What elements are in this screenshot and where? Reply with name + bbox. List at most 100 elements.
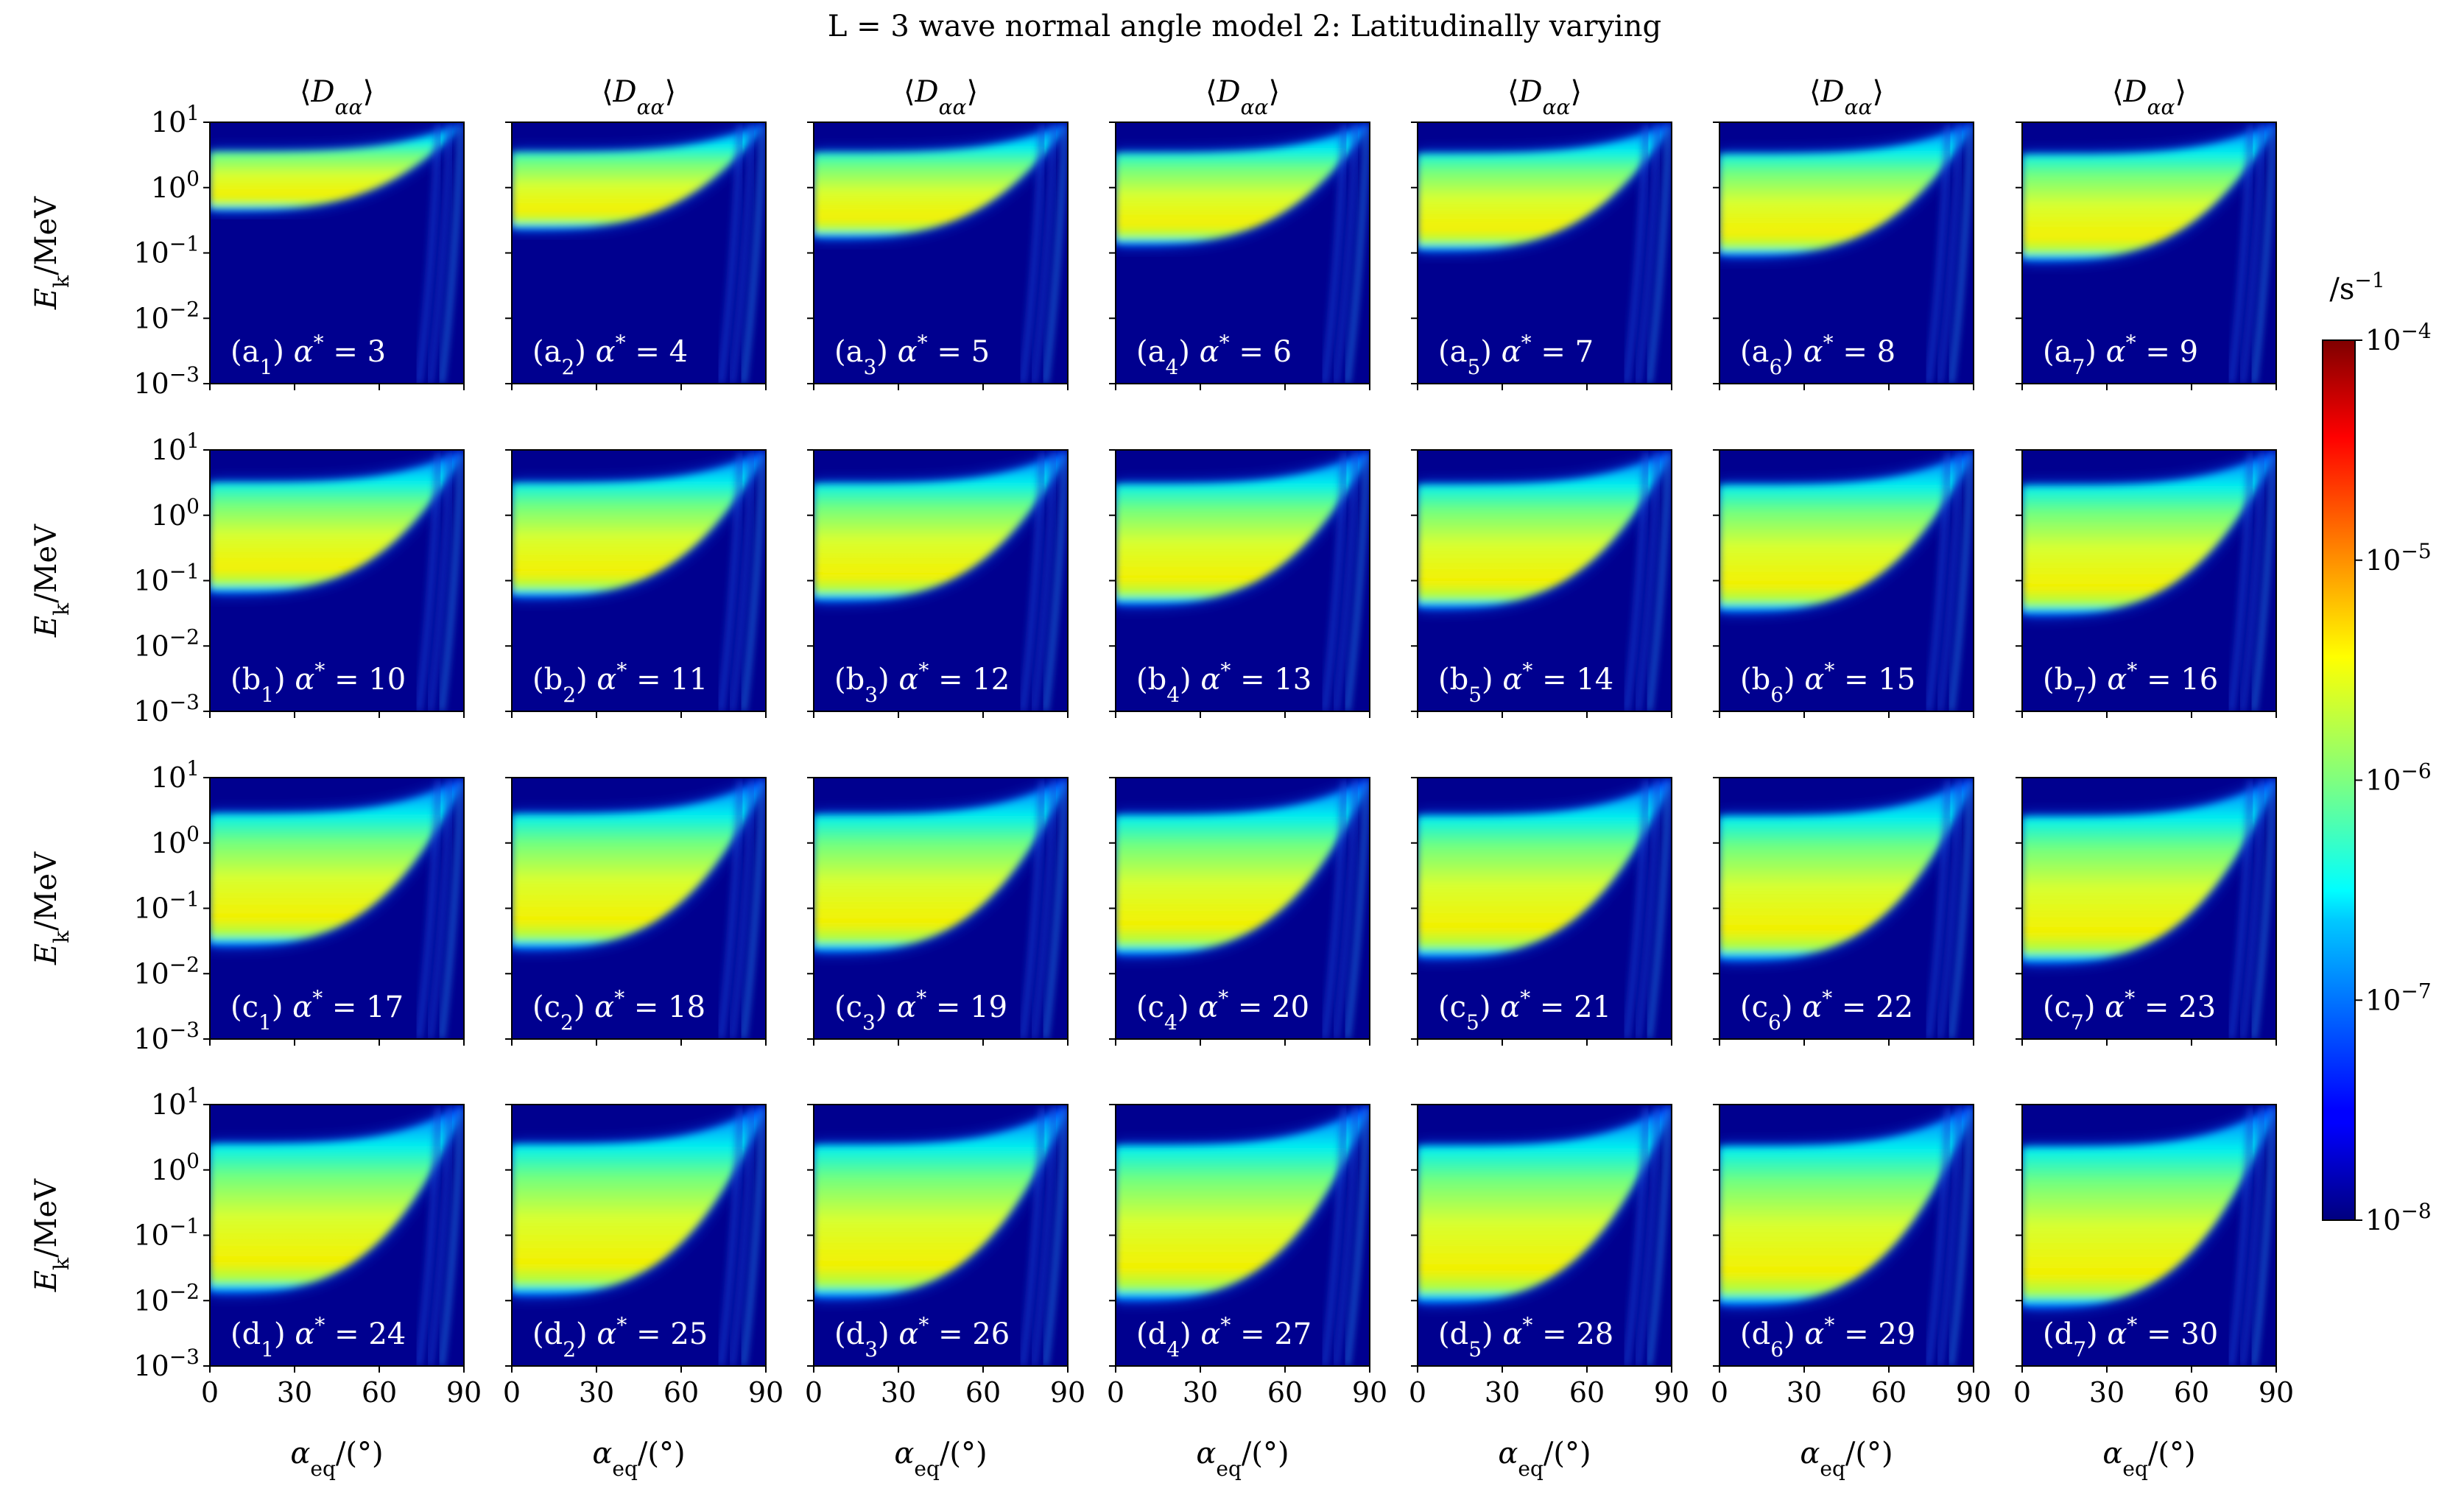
panel-heatmap [512,1105,766,1366]
band-core [2022,122,2276,261]
band-core [210,1105,464,1293]
x-tick-label: 0 [1107,1376,1124,1409]
band-core [2022,450,2276,615]
y-tick-label: 10−3 [133,690,200,728]
x-tick-label: 30 [1183,1376,1218,1409]
panel-c7: (c7) α* = 23 [2016,777,2277,1046]
x-axis-label: αeq/(°) [1800,1437,1893,1481]
x-tick-label: 60 [1267,1376,1303,1409]
resonance-streak [1322,780,1347,1039]
panel-d7: 0 30 60 90 (d7) α* = 30 αeq/(°) [2013,1104,2294,1481]
resonance-streak [718,780,743,1039]
panel-heatmap [1418,1105,1672,1366]
band-core [814,1105,1068,1297]
x-tick-label: 0 [201,1376,219,1409]
panel-heatmap [512,122,766,384]
resonance-streak [1624,1107,1649,1366]
resonance-streak [1345,1107,1369,1366]
resonance-streak [2228,780,2253,1039]
panel-a5: (a5) α* = 7 ⟨Dαα⟩ [1411,75,1672,390]
resonance-streak [1322,124,1347,384]
panel-label: (b7) α* = 16 [2043,658,2218,707]
colorbar-tick-label: 10−5 [2365,538,2432,577]
panel-c6: (c6) α* = 22 [1713,777,1974,1046]
x-tick-label: 0 [2013,1376,2031,1409]
panel-label: (d1) α* = 24 [230,1313,406,1362]
band-core [210,778,464,946]
resonance-streak [1624,124,1649,384]
column-title: ⟨Dαα⟩ [2112,75,2186,119]
resonance-streak [1334,124,1358,384]
colorbar: /s−1 10−4 10−5 10−6 10−7 10−8 [2322,268,2432,1236]
resonance-streak [1926,780,1951,1039]
resonance-streak [439,452,463,711]
band-core [1418,1105,1672,1303]
resonance-streak [2251,1107,2275,1366]
resonance-streak [718,124,743,384]
panel-label: (c7) α* = 23 [2043,986,2216,1035]
panel-c2: (c2) α* = 18 [505,777,767,1046]
resonance-streak [1020,124,1045,384]
resonance-streak [1032,124,1056,384]
panel-heatmap [1116,778,1370,1039]
panel-label: (a2) α* = 4 [532,331,688,379]
resonance-streak [1043,780,1067,1039]
resonance-streak [1647,452,1671,711]
band-core [1719,450,1974,612]
panel-label: (a6) α* = 8 [1740,331,1895,379]
band-core [210,122,464,211]
panel-grid: 101 100 10−1 10−2 10−3 (a1) α* = 3 ⟨Dαα⟩ Ek/MeV… [29,75,2294,1481]
panel-label: (b2) α* = 11 [532,658,708,707]
resonance-streak [428,124,452,384]
panel-label: (c4) α* = 20 [1136,986,1309,1035]
resonance-streak [428,780,452,1039]
resonance-streak [1020,452,1045,711]
resonance-streak [439,124,463,384]
panel-b7: (b7) α* = 16 [2016,449,2277,718]
resonance-streak [730,1107,754,1366]
column-title: ⟨Dαα⟩ [1205,75,1280,119]
x-axis-label: αeq/(°) [592,1437,685,1481]
resonance-streak [1322,452,1347,711]
band-core [1116,778,1370,955]
panel-heatmap [1719,450,1974,711]
resonance-streak [416,1107,441,1366]
y-tick-label: 10−3 [133,1018,200,1056]
panel-heatmap [814,1105,1068,1366]
panel-heatmap [1418,778,1672,1039]
panel-heatmap [210,1105,464,1366]
y-tick-label: 101 [151,429,200,467]
panel-b1: 101 100 10−1 10−2 10−3 (b1) α* = 10 Ek/MeV [29,429,465,728]
resonance-streak [1949,452,1973,711]
resonance-streak [1636,1107,1660,1366]
x-tick-label: 60 [1871,1376,1907,1409]
y-axis-label: Ek/MeV [29,196,74,310]
y-tick-label: 100 [151,166,200,204]
panel-label: (d4) α* = 27 [1136,1313,1312,1362]
resonance-streak [741,1107,765,1366]
panel-label: (d5) α* = 28 [1438,1313,1613,1362]
y-tick-label: 10−2 [133,952,200,990]
band-core [1418,122,1672,251]
panel-label: (c5) α* = 21 [1438,986,1611,1035]
panel-heatmap [2022,1105,2276,1366]
resonance-streak [741,124,765,384]
resonance-streak [1043,124,1067,384]
resonance-streak [1636,452,1660,711]
y-tick-label: 10−2 [133,624,200,663]
panel-label: (b4) α* = 13 [1136,658,1312,707]
resonance-streak [1334,452,1358,711]
x-tick-label: 90 [1050,1376,1085,1409]
resonance-streak [2251,452,2275,711]
resonance-streak [1937,1107,1962,1366]
x-tick-label: 60 [2174,1376,2209,1409]
resonance-streak [2228,124,2253,384]
resonance-streak [1322,1107,1347,1366]
panel-c4: (c4) α* = 20 [1109,777,1370,1046]
panel-heatmap [1116,122,1370,384]
panel-heatmap [1116,1105,1370,1366]
panel-heatmap [1719,122,1974,384]
y-tick-label: 101 [151,1083,200,1121]
resonance-streak [1937,452,1962,711]
panel-b5: (b5) α* = 14 [1411,449,1672,718]
